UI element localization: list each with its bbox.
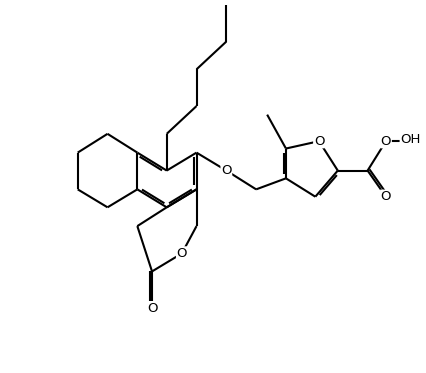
Text: O: O: [147, 302, 157, 315]
Text: O: O: [221, 164, 232, 177]
Text: O: O: [381, 135, 391, 148]
Text: O: O: [177, 247, 187, 260]
Text: O: O: [381, 190, 391, 203]
Text: OH: OH: [400, 133, 420, 145]
Text: H: H: [407, 135, 417, 148]
Text: O: O: [314, 135, 324, 148]
